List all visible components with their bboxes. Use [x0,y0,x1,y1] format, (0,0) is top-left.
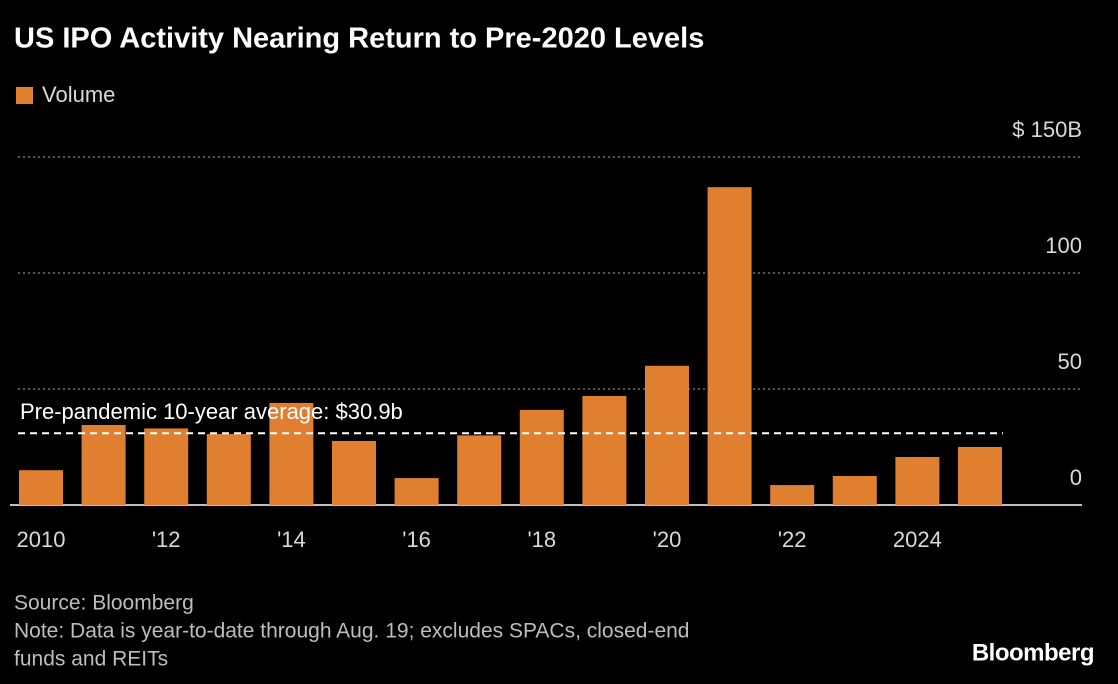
source: Source: Bloomberg [14,592,194,615]
x-tick-label: 2010 [17,527,66,552]
bar [582,395,627,505]
average-label: Pre-pandemic 10-year average: $30.9b [20,399,403,424]
y-tick-label: 100 [1045,233,1082,258]
bar [457,435,502,505]
bar [832,476,877,505]
x-tick-label: '18 [527,527,556,552]
bar [770,485,815,505]
bar [269,402,314,505]
chart-title: US IPO Activity Nearing Return to Pre-20… [14,23,704,55]
x-tick-label: '22 [778,527,807,552]
legend-label: Volume [42,82,115,107]
bar [332,440,376,505]
bar [958,447,1002,505]
brand-logo: Bloomberg [972,639,1094,666]
y-tick-label: 0 [1070,465,1082,490]
bar [645,365,689,505]
note: Note: Data is year-to-date through Aug. … [14,620,690,643]
y-tick-label: 50 [1058,349,1082,374]
bar [394,478,439,505]
x-tick-label: '20 [653,527,682,552]
x-tick-label: '12 [152,527,181,552]
note: funds and REITs [14,648,168,671]
bar [144,428,189,505]
bar [81,424,126,505]
bar [206,434,251,505]
x-tick-label: '16 [402,527,431,552]
y-tick-label: $ 150B [1012,117,1082,142]
x-tick-label: '14 [277,527,306,552]
x-tick-label: 2024 [893,527,942,552]
bar [19,470,63,505]
legend-swatch [16,87,33,104]
bar [519,409,564,505]
bar [895,456,940,505]
bar [707,187,752,505]
